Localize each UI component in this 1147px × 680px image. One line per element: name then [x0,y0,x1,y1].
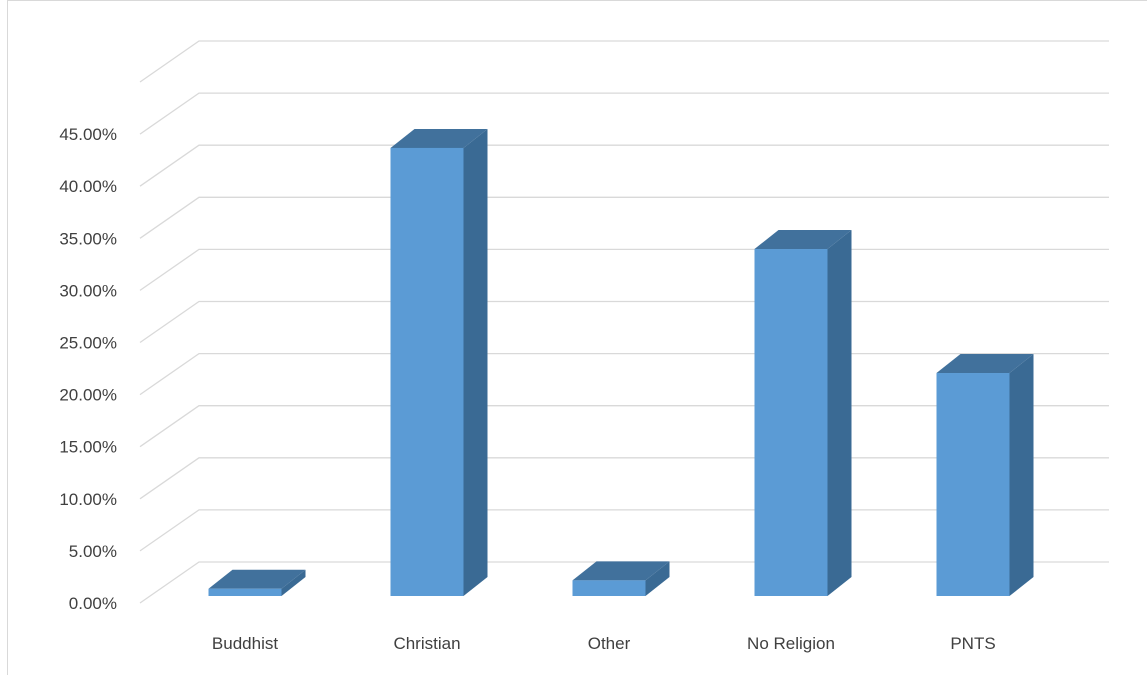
x-tick-label: Other [588,634,631,653]
chart-frame-border-left [7,0,8,675]
bars [208,128,1034,596]
bar-front-face [572,580,646,596]
gridline [139,144,1109,187]
bar-top-face [936,354,1034,374]
bar-side-face [827,230,852,596]
bar-side-face [645,561,670,596]
bar-front-face [754,249,828,596]
bar-side-face [463,128,488,596]
bar-side-face [1009,354,1034,596]
y-tick-label: 45.00% [59,125,117,144]
bar-top-face [390,128,488,148]
bar-front-face [390,147,464,596]
y-tick-label: 30.00% [59,281,117,300]
gridline [139,40,1109,83]
bar [754,230,852,596]
chart-frame-border-top [7,0,1147,1]
x-tick-label: PNTS [950,634,995,653]
y-tick-label: 0.00% [69,594,117,613]
bar-top-face [572,561,670,581]
x-tick-label: Buddhist [212,634,278,653]
gridlines [139,40,1109,604]
gridline [139,300,1109,344]
bar-top-face [754,230,852,250]
bar-top-face [208,569,306,589]
y-tick-label: 40.00% [59,177,117,196]
bar [208,569,306,596]
y-tick-label: 10.00% [59,490,117,509]
gridline [139,196,1109,239]
y-axis-tick-labels: 0.00% 5.00% 10.00% 15.00% 20.00% 25.00% 30.00%… [59,125,117,613]
x-tick-label: Christian [393,634,460,653]
bar-front-face [208,588,282,596]
bar [390,128,488,596]
y-tick-label: 20.00% [59,386,117,405]
bar-side-face [281,569,306,596]
x-tick-label: No Religion [747,634,835,653]
bar [572,561,670,596]
y-tick-label: 25.00% [59,334,117,353]
bar-front-face [936,373,1010,596]
y-tick-label: 15.00% [59,438,117,457]
gridline [139,248,1109,291]
bar [936,354,1034,596]
x-axis-category-labels: Buddhist Christian Other No Religion PNTS [212,634,996,653]
y-tick-label: 5.00% [69,542,117,561]
y-tick-label: 35.00% [59,229,117,248]
gridline [139,92,1109,135]
